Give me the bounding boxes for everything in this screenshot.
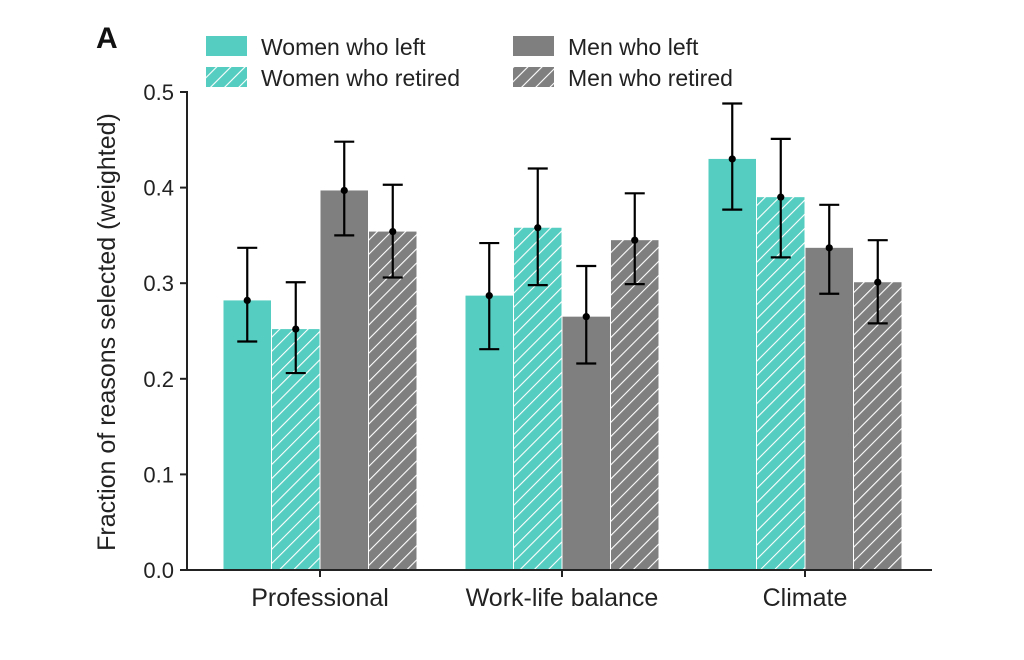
error-bar-women-who-retired-work-life-balance [527, 167, 548, 287]
panel-label: A [96, 22, 118, 55]
legend-swatch [513, 67, 554, 87]
bars-group [223, 158, 902, 571]
y-tick-label: 0.3 [143, 271, 174, 296]
bar-men-who-retired-work-life-balance [611, 240, 659, 570]
x-tick-label: Climate [763, 584, 848, 612]
bar-women-who-left-climate [708, 158, 756, 571]
axes-group: 0.0 0.1 0.2 0.3 0.4 0.5 Professional Work-life … [143, 80, 932, 612]
legend-item-women-who-retired: Women who retired [206, 65, 460, 91]
y-tick-label: 0.5 [143, 80, 174, 105]
y-tick-label: 0.0 [143, 558, 174, 583]
bar-women-who-retired-climate [757, 197, 805, 570]
x-tick-label: Work-life balance [466, 584, 659, 612]
legend-item-women-who-left: Women who left [206, 34, 426, 60]
error-bar-men-who-retired-professional [382, 183, 403, 279]
bar-men-who-retired-professional [369, 231, 417, 571]
legend-label: Men who retired [568, 65, 733, 91]
point-estimate [728, 155, 736, 163]
legend-label: Women who retired [261, 65, 460, 91]
error-bar-women-who-left-climate [722, 102, 743, 211]
x-tick-label: Professional [251, 584, 389, 612]
point-estimate [582, 313, 590, 321]
point-estimate [874, 278, 882, 286]
point-estimate [534, 224, 542, 232]
legend-swatch [206, 67, 247, 87]
error-bar-men-who-left-climate [819, 203, 840, 295]
error-bar-men-who-retired-climate [867, 239, 888, 325]
point-estimate [485, 292, 493, 300]
error-bar-men-who-left-professional [334, 140, 355, 237]
bar-men-who-left-climate [805, 247, 853, 570]
error-bar-men-who-retired-work-life-balance [624, 192, 645, 286]
error-bar-women-who-retired-climate [770, 137, 791, 259]
point-estimate [777, 193, 785, 201]
legend: Women who left Women who retired Men who l… [206, 34, 733, 91]
error-bars-group [237, 102, 888, 375]
bar-men-who-left-professional [320, 190, 368, 570]
bar-men-who-retired-climate [854, 282, 902, 570]
point-estimate [389, 227, 397, 236]
point-estimate [825, 244, 833, 252]
y-axis-label: Fraction of reasons selected (weighted) [93, 113, 121, 551]
legend-item-men-who-left: Men who left [513, 34, 699, 60]
legend-label: Women who left [261, 34, 426, 60]
point-estimate [631, 236, 639, 244]
error-bar-women-who-retired-professional [285, 281, 306, 375]
point-estimate [243, 296, 251, 305]
bar-women-who-left-professional [223, 300, 271, 570]
y-tick-label: 0.2 [143, 367, 174, 392]
legend-label: Men who left [568, 34, 699, 60]
y-tick-label: 0.4 [143, 176, 174, 201]
error-bar-women-who-left-work-life-balance [479, 241, 500, 351]
legend-swatch [513, 36, 554, 56]
y-tick-label: 0.1 [143, 462, 174, 487]
legend-swatch [206, 36, 247, 56]
legend-item-men-who-retired: Men who retired [513, 65, 733, 91]
error-bar-women-who-left-professional [237, 246, 258, 343]
point-estimate [340, 186, 348, 195]
error-bar-men-who-left-work-life-balance [576, 264, 597, 365]
point-estimate [292, 325, 300, 333]
